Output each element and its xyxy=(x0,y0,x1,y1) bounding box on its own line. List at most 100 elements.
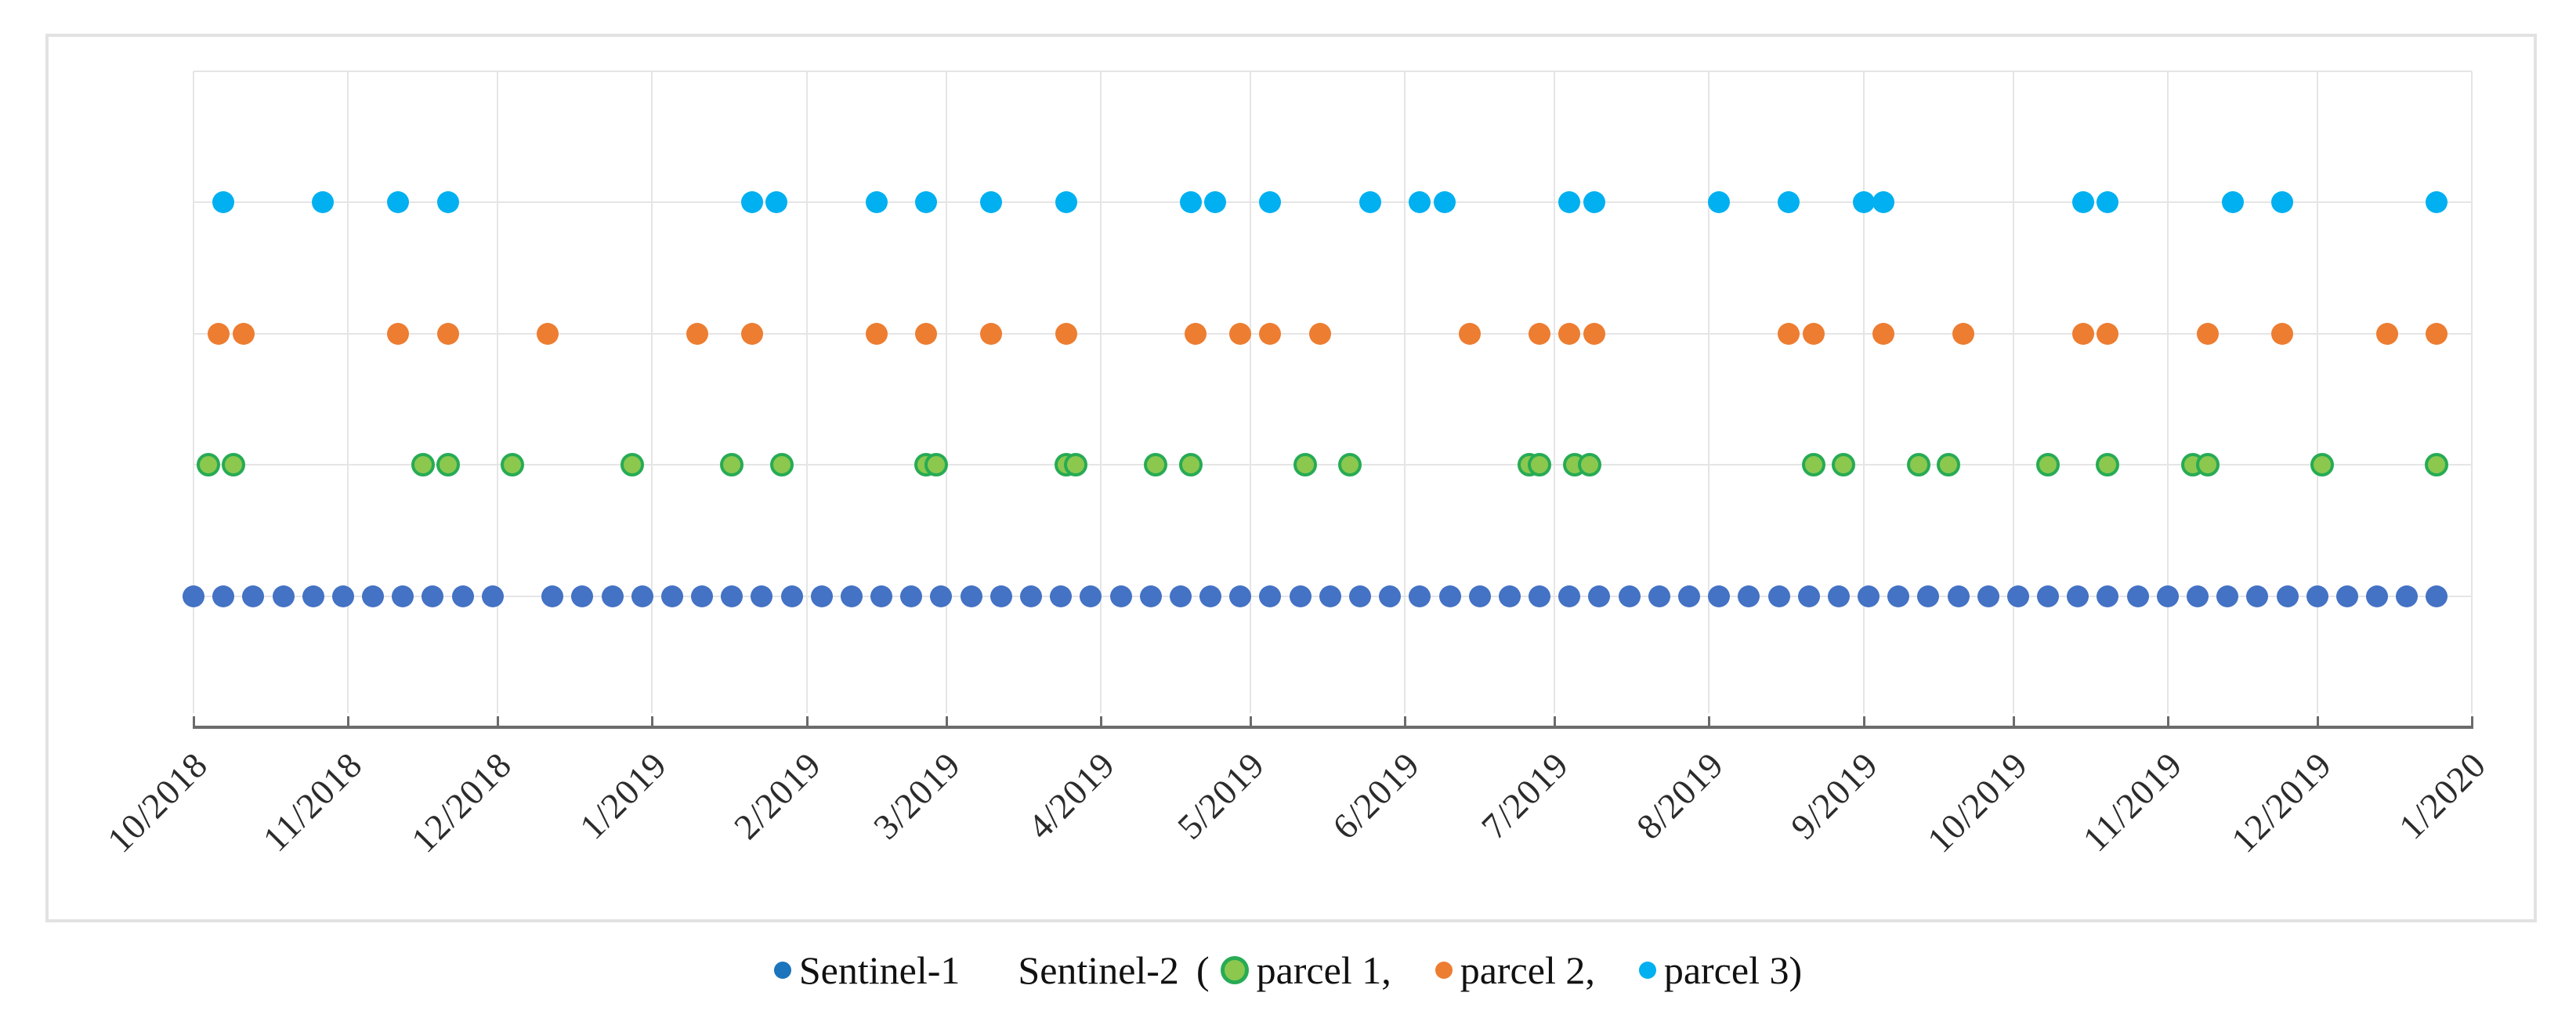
data-point-sentinel-2-parcel-2 xyxy=(2271,322,2294,345)
data-point-sentinel-2-parcel-1 xyxy=(1577,453,1601,476)
legend-label-parcel3: parcel 3) xyxy=(1663,948,1803,992)
data-point-sentinel-2-parcel-1 xyxy=(2195,453,2220,476)
data-point-sentinel-2-parcel-3 xyxy=(1409,191,1431,213)
data-point-sentinel-2-parcel-1 xyxy=(2425,453,2449,476)
legend: Sentinel-1 Sentinel-2 ( parcel 1, parcel… xyxy=(0,939,2576,1002)
data-point-sentinel-2-parcel-1 xyxy=(620,453,644,476)
axis-tick xyxy=(945,716,948,729)
legend-label-sentinel2: Sentinel-2 xyxy=(1018,948,1179,992)
data-point-sentinel-2-parcel-2 xyxy=(1259,322,1282,345)
data-point-sentinel-2-parcel-3 xyxy=(1558,191,1581,213)
data-point-sentinel-1 xyxy=(1169,585,1192,607)
data-point-sentinel-1 xyxy=(2037,585,2060,607)
legend-marker-parcel3-icon xyxy=(1638,962,1656,979)
data-point-sentinel-1 xyxy=(1738,585,1760,607)
gridline-horizontal xyxy=(194,70,2472,72)
gridline-vertical xyxy=(1862,71,1865,713)
data-point-sentinel-1 xyxy=(2246,585,2269,607)
data-point-sentinel-1 xyxy=(751,585,773,607)
data-point-sentinel-2-parcel-2 xyxy=(740,322,763,345)
data-point-sentinel-2-parcel-3 xyxy=(1708,191,1731,213)
data-point-sentinel-1 xyxy=(1050,585,1073,607)
data-point-sentinel-2-parcel-1 xyxy=(197,453,221,476)
data-point-sentinel-1 xyxy=(571,585,594,607)
axis-tick xyxy=(193,716,195,729)
data-point-sentinel-2-parcel-2 xyxy=(207,322,230,345)
data-point-sentinel-2-parcel-3 xyxy=(765,191,788,213)
data-point-sentinel-1 xyxy=(840,585,863,607)
data-point-sentinel-1 xyxy=(1797,585,1820,607)
data-point-sentinel-1 xyxy=(2006,585,2029,607)
gridline-vertical xyxy=(347,71,349,713)
axis-tick xyxy=(347,716,350,729)
data-point-sentinel-2-parcel-3 xyxy=(386,191,409,213)
data-point-sentinel-2-parcel-3 xyxy=(1359,191,1381,213)
data-point-sentinel-1 xyxy=(1229,585,1252,607)
gridline-vertical xyxy=(497,71,499,713)
data-point-sentinel-1 xyxy=(451,585,474,607)
data-point-sentinel-1 xyxy=(1498,585,1521,607)
gridline-horizontal xyxy=(194,464,2472,466)
data-point-sentinel-1 xyxy=(1020,585,1043,607)
data-point-sentinel-2-parcel-3 xyxy=(1204,191,1227,213)
data-point-sentinel-1 xyxy=(302,585,324,607)
data-point-sentinel-2-parcel-2 xyxy=(1185,322,1207,345)
gridline-vertical xyxy=(805,71,808,713)
data-point-sentinel-2-parcel-2 xyxy=(2071,322,2094,345)
data-point-sentinel-1 xyxy=(1409,585,1431,607)
legend-item-sentinel1: Sentinel-1 xyxy=(773,947,1018,993)
data-point-sentinel-2-parcel-1 xyxy=(924,453,949,476)
data-point-sentinel-2-parcel-3 xyxy=(1778,191,1800,213)
data-point-sentinel-2-parcel-2 xyxy=(2375,322,2398,345)
data-point-sentinel-1 xyxy=(212,585,235,607)
data-point-sentinel-1 xyxy=(2067,585,2089,607)
data-point-sentinel-2-parcel-1 xyxy=(501,453,525,476)
gridline-vertical xyxy=(2012,71,2014,713)
data-point-sentinel-1 xyxy=(780,585,803,607)
data-point-sentinel-2-parcel-2 xyxy=(1952,322,1974,345)
data-point-sentinel-1 xyxy=(1887,585,1910,607)
data-point-sentinel-2-parcel-2 xyxy=(1558,322,1581,345)
data-point-sentinel-1 xyxy=(2306,585,2328,607)
legend-item-parcel1: parcel 1, xyxy=(1220,947,1435,993)
data-point-sentinel-2-parcel-2 xyxy=(686,322,708,345)
data-point-sentinel-1 xyxy=(1379,585,1402,607)
data-point-sentinel-1 xyxy=(1618,585,1641,607)
data-point-sentinel-2-parcel-1 xyxy=(1936,453,1960,476)
data-point-sentinel-1 xyxy=(870,585,893,607)
legend-label-parcel1: parcel 1, xyxy=(1256,948,1391,992)
data-point-sentinel-2-parcel-2 xyxy=(386,322,409,345)
data-point-sentinel-2-parcel-1 xyxy=(1528,453,1552,476)
data-point-sentinel-1 xyxy=(331,585,354,607)
data-point-sentinel-1 xyxy=(1588,585,1611,607)
data-point-sentinel-1 xyxy=(691,585,714,607)
data-point-sentinel-2-parcel-2 xyxy=(1583,322,1606,345)
axis-tick xyxy=(2316,716,2319,729)
data-point-sentinel-2-parcel-1 xyxy=(769,453,794,476)
data-point-sentinel-2-parcel-3 xyxy=(1259,191,1282,213)
axis-tick xyxy=(2471,716,2473,729)
data-point-sentinel-2-parcel-1 xyxy=(436,453,460,476)
data-point-sentinel-1 xyxy=(1529,585,1551,607)
data-point-sentinel-2-parcel-3 xyxy=(740,191,763,213)
data-point-sentinel-1 xyxy=(1080,585,1102,607)
data-point-sentinel-2-parcel-3 xyxy=(1872,191,1895,213)
axis-tick xyxy=(1554,716,1557,729)
legend-label-parcel2: parcel 2, xyxy=(1460,948,1595,992)
legend-item-parcel3: parcel 3) xyxy=(1638,947,1803,993)
data-point-sentinel-1 xyxy=(1109,585,1132,607)
data-point-sentinel-2-parcel-3 xyxy=(2071,191,2094,213)
data-point-sentinel-1 xyxy=(930,585,953,607)
gridline-vertical xyxy=(2471,71,2473,713)
data-point-sentinel-2-parcel-3 xyxy=(2097,191,2119,213)
data-point-sentinel-2-parcel-2 xyxy=(2196,322,2219,345)
data-point-sentinel-1 xyxy=(2126,585,2149,607)
legend-item-sentinel2: Sentinel-2 ( xyxy=(1018,947,1220,993)
axis-tick xyxy=(1404,716,1407,729)
data-point-sentinel-1 xyxy=(990,585,1012,607)
data-point-sentinel-2-parcel-1 xyxy=(1178,453,1203,476)
data-point-sentinel-2-parcel-3 xyxy=(1434,191,1456,213)
data-point-sentinel-1 xyxy=(2097,585,2119,607)
data-point-sentinel-2-parcel-2 xyxy=(1872,322,1895,345)
data-point-sentinel-2-parcel-2 xyxy=(2426,322,2448,345)
